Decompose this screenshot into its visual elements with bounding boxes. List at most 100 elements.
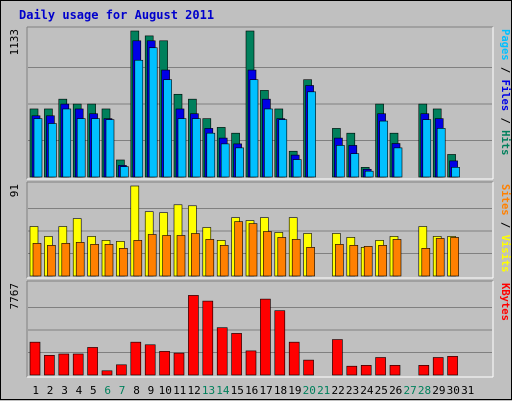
bar-kbytes-day-14 <box>216 327 228 376</box>
bar-sites-day-18 <box>277 237 287 277</box>
bar-sites-day-28 <box>421 248 431 277</box>
bar-kbytes-day-2 <box>44 355 55 376</box>
bar-kbytes-day-19 <box>288 341 300 376</box>
bar-sites-day-29 <box>435 238 445 277</box>
bar-kbytes-day-7 <box>116 364 127 376</box>
x-tick-label-day-28: 28 <box>418 384 431 397</box>
bar-pages-day-25 <box>379 120 388 178</box>
x-tick-label-day-29: 29 <box>432 384 445 397</box>
bar-sites-day-6 <box>104 244 114 277</box>
bar-sites-day-3 <box>61 243 71 277</box>
bar-kbytes-day-26 <box>389 365 401 376</box>
bar-pages-day-28 <box>422 119 432 178</box>
chart-title: Daily usage for August 2011 <box>19 8 215 22</box>
x-tick-label-day-26: 26 <box>389 384 402 397</box>
bar-sites-day-8 <box>133 240 143 277</box>
bar-kbytes-day-13 <box>202 300 214 376</box>
bar-pages-day-26 <box>393 147 403 178</box>
bar-pages-day-13 <box>206 132 216 178</box>
x-tick-label-day-2: 2 <box>47 384 54 397</box>
bar-pages-day-4 <box>76 118 86 178</box>
bar-sites-day-22 <box>335 244 344 277</box>
bar-sites-day-23 <box>349 245 359 277</box>
bar-sites-day-24 <box>363 246 373 277</box>
x-tick-label-day-6: 6 <box>104 384 111 397</box>
x-tick-label-day-19: 19 <box>288 384 301 397</box>
bar-kbytes-day-5 <box>87 347 98 376</box>
bar-sites-day-9 <box>147 234 157 277</box>
bar-kbytes-day-24 <box>360 365 372 376</box>
bar-kbytes-day-8 <box>130 341 142 376</box>
bar-pages-day-19 <box>292 159 302 178</box>
bar-sites-day-11 <box>176 235 186 277</box>
bar-sites-day-20 <box>306 247 315 277</box>
bar-sites-day-4 <box>75 242 85 277</box>
panel-kbytes <box>27 281 493 377</box>
bar-sites-day-17 <box>263 231 272 277</box>
bar-pages-day-11 <box>177 118 187 178</box>
legend-entry: / <box>499 216 511 235</box>
x-tick-label-day-15: 15 <box>231 384 244 397</box>
x-tick-label-day-21: 21 <box>317 384 330 397</box>
x-tick-label-day-5: 5 <box>90 384 97 397</box>
bar-kbytes-day-1 <box>29 341 41 376</box>
x-tick-label-day-20: 20 <box>303 384 316 397</box>
y-max-label-hits-files-pages: 1133 <box>8 29 21 56</box>
x-tick-label-day-31: 31 <box>461 384 474 397</box>
legend-hits-files-pages: Pages / Files / Hits <box>499 29 511 155</box>
bar-sites-day-15 <box>234 221 243 277</box>
bar-pages-day-9 <box>148 47 158 178</box>
x-tick-label-day-3: 3 <box>61 384 68 397</box>
bar-sites-day-16 <box>248 223 258 277</box>
x-tick-label-day-1: 1 <box>32 384 39 397</box>
x-tick-label-day-16: 16 <box>245 384 258 397</box>
x-tick-label-day-10: 10 <box>159 384 172 397</box>
bar-sites-day-13 <box>205 239 215 277</box>
bar-kbytes-day-3 <box>58 353 70 376</box>
y-max-label-kbytes: 7767 <box>8 283 21 310</box>
bar-pages-day-8 <box>134 59 144 178</box>
x-tick-label-day-24: 24 <box>360 384 374 397</box>
legend-entry: KBytes <box>499 283 511 321</box>
legend-entry: Visits <box>499 235 511 273</box>
x-tick-label-day-23: 23 <box>346 384 359 397</box>
bar-pages-day-17 <box>264 108 273 178</box>
bar-kbytes-day-29 <box>432 357 444 376</box>
bar-pages-day-3 <box>62 108 72 178</box>
x-tick-label-day-9: 9 <box>148 384 155 397</box>
bar-kbytes-day-25 <box>375 357 386 376</box>
bar-sites-day-12 <box>191 233 200 277</box>
x-tick-label-day-11: 11 <box>173 384 186 397</box>
legend-entry: Pages <box>499 29 511 61</box>
bar-sites-day-30 <box>450 237 459 277</box>
x-tick-label-day-18: 18 <box>274 384 287 397</box>
bar-kbytes-day-9 <box>144 344 156 376</box>
bar-kbytes-day-30 <box>447 356 458 376</box>
bar-kbytes-day-11 <box>173 352 185 376</box>
x-tick-label-day-27: 27 <box>403 384 416 397</box>
bar-pages-day-29 <box>436 128 446 178</box>
legend-entry: / <box>499 111 511 130</box>
bar-kbytes-day-28 <box>418 365 430 376</box>
bar-kbytes-day-18 <box>274 310 286 376</box>
bar-kbytes-day-15 <box>231 333 242 376</box>
x-tick-label-day-25: 25 <box>375 384 388 397</box>
bar-pages-day-23 <box>350 153 360 178</box>
bar-pages-day-6 <box>105 119 115 178</box>
x-tick-label-day-8: 8 <box>133 384 140 397</box>
x-tick-label-day-12: 12 <box>187 384 200 397</box>
bar-sites-day-14 <box>219 245 229 277</box>
bar-sites-day-25 <box>378 245 387 277</box>
bar-sites-day-1 <box>32 243 42 277</box>
legend-entry: Files <box>499 80 511 112</box>
legend-kbytes: KBytes <box>499 283 511 321</box>
legend-entry: / <box>499 61 511 80</box>
bar-pages-day-2 <box>48 123 57 178</box>
legend-entry: Sites <box>499 184 511 216</box>
bar-pages-day-1 <box>33 118 43 178</box>
bar-pages-day-20 <box>307 91 316 178</box>
bar-kbytes-day-12 <box>188 295 199 376</box>
x-tick-label-day-17: 17 <box>259 384 272 397</box>
bar-pages-day-10 <box>163 79 172 178</box>
